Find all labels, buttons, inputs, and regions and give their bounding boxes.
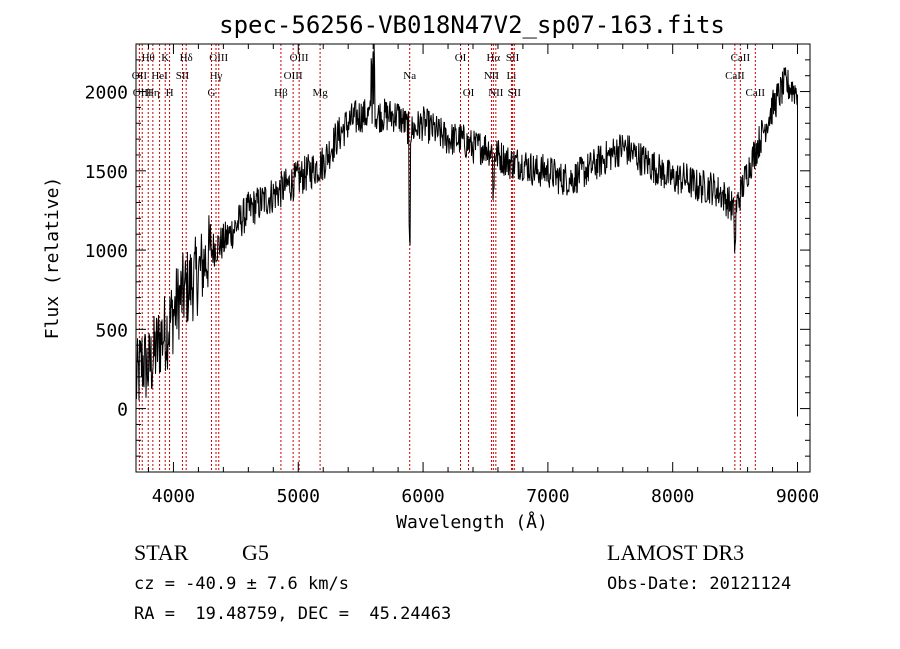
y-tick-label: 1000	[85, 241, 128, 262]
spectral-line-label: NII	[484, 70, 500, 82]
plot-frame	[135, 43, 811, 473]
x-tick-label: 6000	[401, 486, 444, 507]
spectral-line-label: OI	[455, 52, 467, 64]
spectral-line-label: OIII	[290, 52, 309, 64]
redshift-velocity: cz = -40.9 ± 7.6 km/s	[134, 574, 349, 594]
survey-name: LAMOST DR3	[607, 540, 744, 565]
spectral-line-label: OI	[463, 87, 475, 99]
spectral-line-label: HeI	[151, 70, 168, 82]
spectral-line-label: CaII	[725, 70, 745, 82]
flux-line	[135, 43, 798, 417]
x-tick-label: 8000	[651, 486, 694, 507]
y-tick-label: 0	[117, 400, 128, 421]
axes: 4000 5000 6000 7000 8000 9000 0 500 1000 1500 2000	[85, 43, 819, 507]
spectral-line-label: SII	[176, 70, 190, 82]
spectral-line-label: H	[166, 87, 174, 99]
spectral-line-label: SII	[506, 52, 520, 64]
spectral-line-label: OIII	[209, 52, 228, 64]
sky-coordinates: RA = 19.48759, DEC = 45.24463	[134, 604, 451, 624]
x-tick-label: 9000	[776, 486, 819, 507]
object-subclass: G5	[242, 540, 269, 565]
spectral-line-label: Hη	[146, 87, 160, 99]
spectral-line-label: OIII	[133, 87, 152, 99]
observation-date: Obs-Date: 20121124	[607, 574, 791, 594]
spectral-line-label: NII	[488, 87, 504, 99]
spectral-line-label: CaII	[746, 87, 766, 99]
x-axis-label: Wavelength (Å)	[396, 511, 548, 533]
spectral-line-label: SII	[508, 87, 522, 99]
y-tick-label: 500	[95, 320, 128, 341]
spectral-line-label: CaII	[731, 52, 751, 64]
chart-title: spec-56256-VB018N47V2_sp07-163.fits	[219, 11, 725, 39]
x-tick-label: 4000	[152, 486, 195, 507]
y-tick-label: 2000	[85, 83, 128, 104]
object-class: STAR	[134, 540, 189, 565]
spectral-line-label: Hβ	[274, 87, 288, 99]
spectral-line-label: K	[161, 52, 169, 64]
spectral-line-label: G	[208, 87, 216, 99]
spectral-line-label: Mg	[312, 87, 328, 99]
spectral-line-label: Hα	[486, 52, 500, 64]
spectral-line-label: Hδ	[180, 52, 193, 64]
spectral-line-label: Na	[403, 70, 416, 82]
flux-series	[135, 43, 798, 417]
spectral-line-label: Hγ	[210, 70, 223, 82]
spectral-line-label: Li	[507, 70, 517, 82]
spectral-line-label: Hθ	[142, 52, 155, 64]
y-tick-label: 1500	[85, 162, 128, 183]
y-axis-label: Flux (relative)	[42, 177, 63, 340]
x-tick-label: 7000	[526, 486, 569, 507]
x-tick-label: 5000	[277, 486, 320, 507]
spectral-line-label: OIII	[284, 70, 303, 82]
